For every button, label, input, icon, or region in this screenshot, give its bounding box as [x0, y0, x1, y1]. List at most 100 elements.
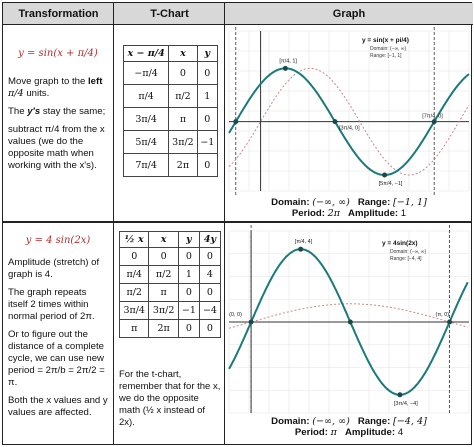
table-row: π/4 π/2 1 [122, 84, 219, 108]
row1-tchart-cell: 3π/4 [122, 107, 170, 131]
row2-tchart: ½ x x y 4y 0 0 0 0 π/4 π/2 1 4 π/2 π 0 0 3π/4 3π/2 −1 −4 π 2… [118, 231, 222, 338]
row2-tchart-cell: 1 [177, 265, 200, 284]
row2-equation: y = 4 sin(2x) [25, 235, 91, 246]
row1-domain-value: (−∞, ∞) [312, 197, 350, 208]
row1-tchart-cell: −1 [196, 130, 219, 154]
row2-tchart-cell: 0 [177, 319, 200, 338]
chart-legend: Domain: (−∞, ∞) [390, 249, 426, 255]
row2-text4: Both the x values and y values are affec… [8, 395, 108, 418]
point-label: [7π/4, 0] [422, 114, 443, 120]
header-tchart: T-Chart [114, 3, 225, 25]
row2-note: For the t-chart, remember that for the x… [119, 369, 221, 428]
row1-text1c: π/4 [8, 88, 24, 99]
row2-tchart-cell: −1 [177, 301, 200, 320]
row2-amplitude-label: Amplitude: [344, 427, 396, 438]
data-point [382, 172, 388, 178]
table-row: π 2π 0 0 [118, 319, 222, 338]
row1-tchart-cell: −π/4 [122, 61, 170, 85]
row2-tchart-cell: π/2 [148, 265, 179, 284]
row1-range-label: Range: [357, 197, 391, 208]
row2-tchart-cell: −4 [198, 301, 222, 320]
column-divider [224, 3, 225, 444]
row2-tchart-cell: 0 [198, 319, 222, 338]
table-row: 3π/4 π 0 [122, 107, 219, 131]
table-row: −π/4 0 0 [122, 61, 219, 85]
data-point [397, 392, 403, 398]
row2-tchart-cell: 0 [198, 247, 222, 266]
row1-tchart-cell: 7π/4 [122, 153, 170, 177]
table-row: π/2 π 0 0 [118, 283, 222, 302]
row1-graph: [π/4, 1] [5π/4, −1] [3π/4, 0] [7π/4, 0] y = … [228, 27, 470, 195]
row1-period-value: 2π [327, 208, 341, 219]
row2-tchart-cell: π/2 [118, 283, 150, 302]
chart-title: y = 4sin(2x) [382, 240, 418, 247]
row2-tchart-cell: 0 [198, 283, 222, 302]
row2-tchart-cell: π/4 [118, 265, 150, 284]
row2-domain-label: Domain: [271, 416, 310, 427]
row1-equation: y = sin(x + π/4) [18, 48, 98, 59]
data-point [431, 119, 437, 125]
row1-amplitude-value: 1 [400, 208, 407, 219]
data-point [282, 65, 288, 71]
row2-text2: The graph repeats itself 2 times within … [8, 287, 95, 322]
row2-tchart-cell: 0 [177, 283, 200, 302]
row1-range-value: [−1, 1] [393, 197, 427, 208]
row1-tchart-cell: 2π [168, 153, 198, 177]
row1-period-label: Period: [291, 208, 325, 219]
data-point [298, 246, 304, 252]
row1-tchart-cell: 1 [196, 84, 219, 108]
row2-tchart-cell: 4 [198, 265, 222, 284]
row2-tchart-cell: 0 [148, 247, 179, 266]
data-point [347, 319, 353, 325]
row2-graph: [π/4, 4] [3π/4, −4] (0, 0) (π, 0) y = 4sin(2… [228, 225, 470, 415]
chart-legend: Range: [−4, 4] [390, 256, 422, 262]
point-label: (π, 0) [436, 312, 450, 318]
row1-tchart-cell: 0 [196, 61, 219, 85]
point-label: [3π/4, 0] [339, 126, 360, 132]
row2-amplitude-value: 4 [397, 427, 404, 438]
row1-tchart-cell: π/4 [122, 84, 170, 108]
row2-range-value: [−4, 4] [393, 416, 427, 427]
row2-tchart-cell: 3π/2 [148, 301, 179, 320]
row1-tchart-header: y [196, 45, 219, 62]
row2-text1: Amplitude (stretch) of graph is 4. [8, 257, 100, 280]
row1-text2c: stay the same; [42, 106, 106, 117]
row1-tchart-cell: 0 [168, 61, 198, 85]
data-point [248, 319, 254, 325]
chart-legend: Range: [−1, 1] [370, 53, 402, 59]
row1-transformation: y = sin(x + π/4) Move graph to the left … [3, 48, 113, 178]
row1-text2b: y's [27, 106, 41, 117]
row1-tchart-cell: π [168, 107, 198, 131]
data-point [332, 119, 338, 125]
row1-tchart-header: x [168, 45, 198, 62]
row2-tchart-header: ½ x [118, 231, 150, 248]
main-curve [228, 248, 469, 396]
row1-graph-footer: Domain: (−∞, ∞) Range: [−1, 1] Period: 2… [227, 197, 471, 219]
row2-graph-footer: Domain: (−∞, ∞) Range: [−4, 4] Period: π… [227, 416, 471, 438]
row1-text1a: Move graph to the [8, 76, 86, 87]
row1-tchart: x − π/4 x y −π/4 0 0 π/4 π/2 1 3π/4 π 0 5π/4 3π/2 −1 7… [122, 45, 219, 177]
table-row: 3π/4 3π/2 −1 −4 [118, 301, 222, 320]
chart-title: y = sin(x + pi/4) [362, 37, 409, 44]
row1-tchart-cell: 3π/2 [168, 130, 198, 154]
data-point [447, 319, 453, 325]
row1-amplitude-label: Amplitude: [348, 208, 399, 219]
row1-tchart-cell: 5π/4 [122, 130, 170, 154]
row2-text3: Or to figure out the distance of a compl… [8, 329, 105, 388]
row2-tchart-header: y [177, 231, 200, 248]
row1-text1b: left [88, 76, 103, 87]
row2-tchart-cell: π [148, 283, 179, 302]
row1-tchart-header: x − π/4 [122, 45, 170, 62]
point-label: [3π/4, −4] [394, 401, 418, 407]
row2-tchart-header: x [148, 231, 179, 248]
chart-legend: Domain: (−∞, ∞) [370, 46, 406, 52]
row2-tchart-cell: 2π [148, 319, 179, 338]
point-label: [5π/4, −1] [379, 181, 403, 187]
row2-tchart-cell: 0 [118, 247, 150, 266]
row2-period-label: Period: [294, 427, 328, 438]
row1-tchart-cell: 0 [196, 107, 219, 131]
row1-text1d: units. [26, 88, 50, 99]
row1-text2a: The [8, 106, 25, 117]
